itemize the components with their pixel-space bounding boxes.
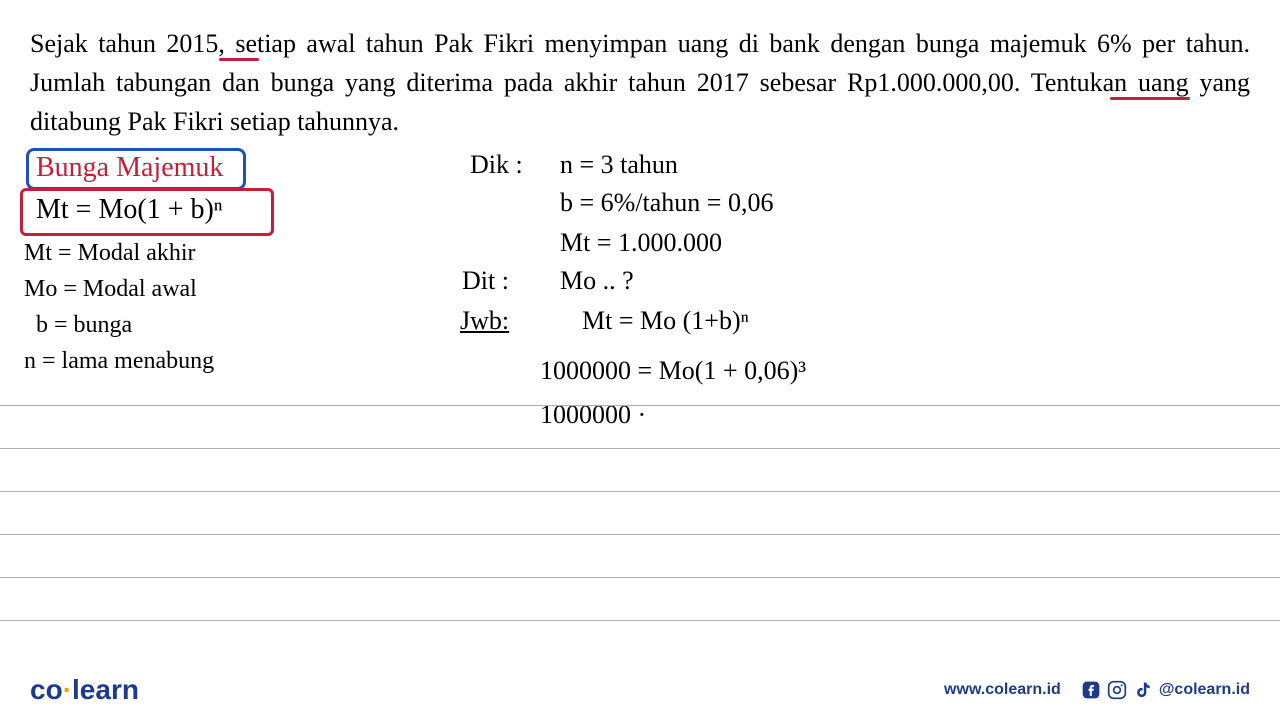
red-underline-2015 (219, 58, 259, 61)
formula-text: Mt = Mo(1 + b)ⁿ (36, 194, 223, 226)
asked-value: Mo .. ? (560, 266, 634, 296)
facebook-icon (1081, 680, 1101, 700)
footer-handle: @colearn.id (1159, 681, 1250, 699)
instagram-icon (1107, 680, 1127, 700)
logo-dot: · (63, 674, 72, 705)
tiktok-icon (1133, 680, 1153, 700)
given-mt: Mt = 1.000.000 (560, 228, 722, 258)
logo: co·learn (30, 674, 139, 706)
logo-suffix: learn (72, 674, 139, 705)
footer-right: www.colearn.id @colearn.id (944, 680, 1250, 700)
red-underline-2017 (1110, 97, 1190, 100)
ruled-line (0, 405, 1280, 406)
formula-title: Bunga Majemuk (36, 152, 223, 184)
def-mt: Mt = Modal akhir (24, 240, 196, 267)
footer: co·learn www.colearn.id @colearn.id (0, 660, 1280, 720)
ruled-line (0, 491, 1280, 492)
solution-step2: 1000000 = Mo(1 + 0,06)³ (540, 356, 806, 386)
given-b: b = 6%/tahun = 0,06 (560, 188, 773, 218)
def-b: b = bunga (36, 312, 132, 339)
work-area: Bunga Majemuk Mt = Mo(1 + b)ⁿ Mt = Modal… (0, 148, 1280, 648)
ruled-line (0, 534, 1280, 535)
solution-step1: Mt = Mo (1+b)ⁿ (582, 306, 749, 336)
solution-label: Jwb: (460, 306, 509, 336)
given-label: Dik : (470, 150, 523, 180)
ruled-line (0, 577, 1280, 578)
def-mo: Mo = Modal awal (24, 276, 197, 303)
question-text: Sejak tahun 2015, setiap awal tahun Pak … (0, 0, 1280, 151)
asked-label: Dit : (462, 266, 509, 296)
logo-prefix: co (30, 674, 63, 705)
given-n: n = 3 tahun (560, 150, 678, 180)
social-group: @colearn.id (1081, 680, 1250, 700)
footer-url: www.colearn.id (944, 681, 1061, 699)
def-n: n = lama menabung (24, 348, 214, 375)
ruled-line (0, 620, 1280, 621)
ruled-line (0, 448, 1280, 449)
